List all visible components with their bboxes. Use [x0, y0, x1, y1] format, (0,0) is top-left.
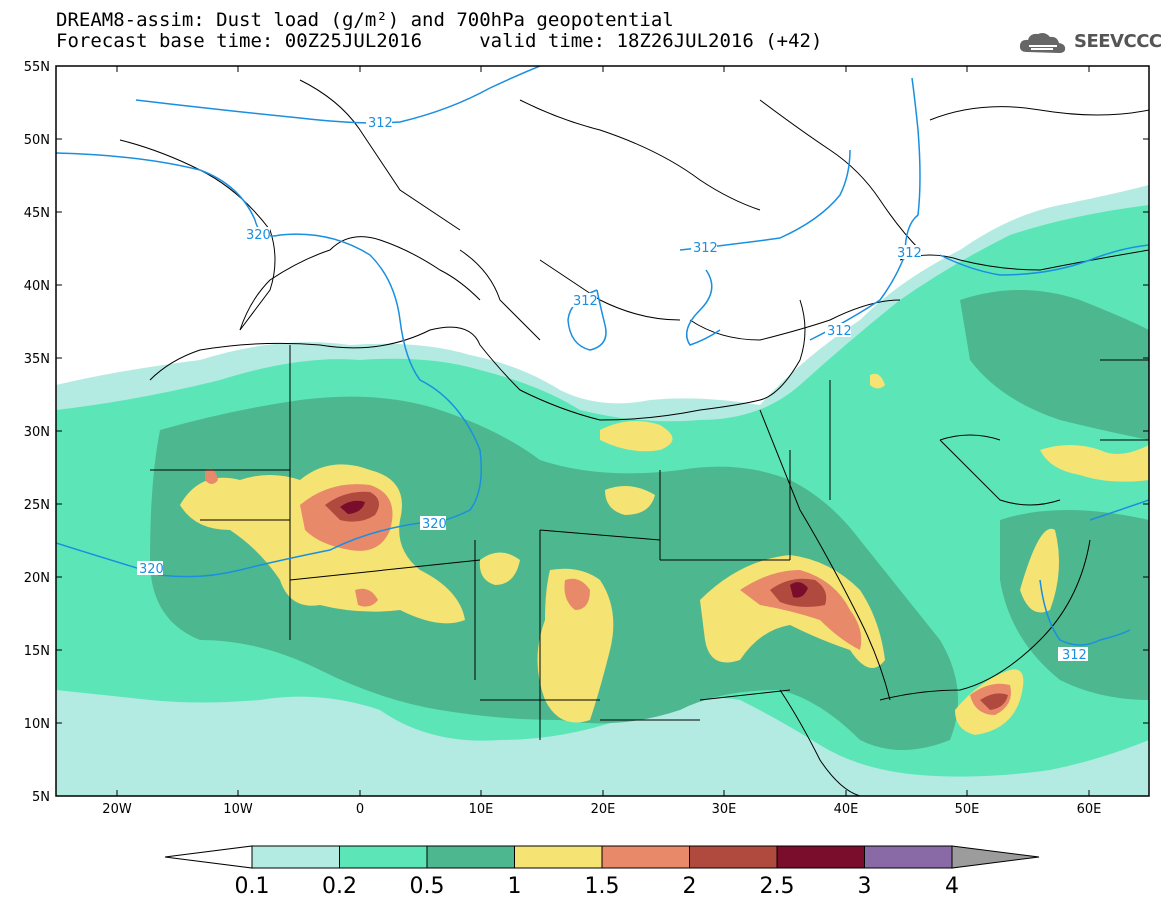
colorbar-label: 1.5: [585, 874, 620, 899]
logo-text: SEEVCCC: [1074, 31, 1162, 52]
dust-field: 312 320 312 312 312 312 320 320 312: [56, 66, 1149, 796]
colorbar-swatch: [776, 845, 865, 869]
lat-label: 25N: [24, 498, 50, 513]
colorbar-label: 0.2: [322, 874, 357, 899]
contour-label: 320: [422, 517, 447, 532]
lon-axis: 20W 10W 0 10E 20E 30E 40E 50E 60E: [102, 66, 1101, 817]
colorbar-label: 0.1: [235, 874, 270, 899]
lon-label: 10W: [223, 802, 253, 817]
contour-label: 312: [573, 294, 598, 309]
colorbar: 0.1 0.2 0.5 1 1.5 2 2.5 3 4: [164, 845, 1040, 899]
lat-label: 15N: [24, 644, 50, 659]
lat-axis: 55N 50N 45N 40N 35N 30N 25N 20N 15N 10N …: [24, 60, 1149, 805]
lat-label: 30N: [24, 425, 50, 440]
colorbar-swatch: [339, 845, 428, 869]
lat-label: 55N: [24, 60, 50, 75]
contour-labels: 312 320 312 312 312 312 320 320 312: [137, 115, 1088, 663]
lat-label: 20N: [24, 571, 50, 586]
map-title: DREAM8-assim: Dust load (g/m²) and 700hP…: [56, 9, 674, 31]
lon-label: 20W: [102, 802, 132, 817]
lon-label: 40E: [834, 802, 859, 817]
colorbar-swatch: [251, 845, 340, 869]
lat-label: 5N: [32, 790, 50, 805]
colorbar-arrow-left: [164, 845, 253, 869]
lon-label: 10E: [469, 802, 494, 817]
dust-region-maroon: [340, 500, 808, 598]
colorbar-swatch: [426, 845, 515, 869]
forecast-time: Forecast base time: 00Z25JUL2016 valid t…: [56, 30, 823, 52]
colorbar-label: 1: [508, 874, 522, 899]
lon-label: 30E: [712, 802, 737, 817]
contour-label: 312: [1062, 648, 1087, 663]
contour-label: 320: [139, 562, 164, 577]
colorbar-swatch: [514, 845, 603, 869]
contour-label: 312: [368, 116, 393, 131]
contour-label: 312: [693, 241, 718, 256]
lat-label: 45N: [24, 206, 50, 221]
country-borders: [119, 79, 1149, 796]
contour-label: 320: [246, 228, 271, 243]
lon-label: 50E: [955, 802, 980, 817]
colorbar-arrow-right: [951, 845, 1040, 869]
contour-label: 312: [827, 324, 852, 339]
contour-label: 312: [897, 246, 922, 261]
colorbar-label: 3: [858, 874, 872, 899]
lon-label: 20E: [591, 802, 616, 817]
colorbar-swatch: [689, 845, 778, 869]
lat-label: 50N: [24, 133, 50, 148]
colorbar-label: 4: [945, 874, 959, 899]
lon-label: 60E: [1077, 802, 1102, 817]
colorbar-swatch: [601, 845, 690, 869]
lat-label: 35N: [24, 352, 50, 367]
colorbar-swatch: [864, 845, 953, 869]
colorbar-label: 2: [683, 874, 697, 899]
geopotential-contours: [56, 66, 1149, 646]
lat-label: 10N: [24, 717, 50, 732]
cloud-logo-icon: [1019, 33, 1066, 53]
lon-label: 0: [356, 802, 364, 817]
colorbar-label: 0.5: [410, 874, 445, 899]
colorbar-label: 2.5: [760, 874, 795, 899]
lat-label: 40N: [24, 279, 50, 294]
